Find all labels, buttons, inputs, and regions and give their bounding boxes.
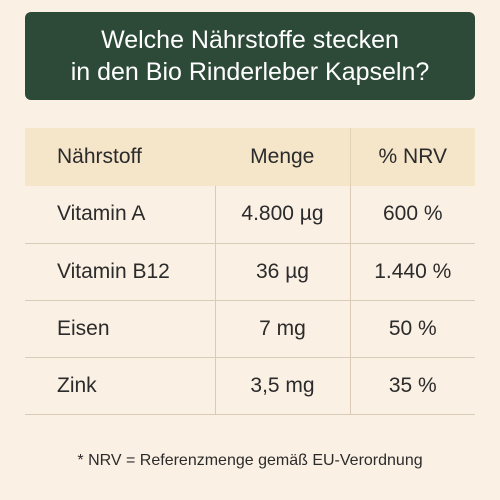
table-row: Zink 3,5 mg 35 % — [25, 357, 475, 415]
table-row: Vitamin A 4.800 µg 600 % — [25, 186, 475, 244]
title-banner: Welche Nährstoffe stecken in den Bio Rin… — [25, 12, 475, 100]
table-row: Eisen 7 mg 50 % — [25, 300, 475, 358]
nutrient-name: Zink — [25, 357, 215, 415]
header-nrv: % NRV — [349, 128, 475, 186]
table-row: Vitamin B12 36 µg 1.440 % — [25, 243, 475, 301]
nutrient-nrv: 50 % — [349, 300, 475, 358]
nutrient-nrv: 600 % — [349, 186, 475, 244]
footnote: * NRV = Referenzmenge gemäß EU-Verordnun… — [77, 452, 423, 469]
nutrient-name: Vitamin B12 — [25, 243, 215, 301]
nutrient-table: Nährstoff Menge % NRV Vitamin A 4.800 µg… — [25, 128, 475, 415]
title-line-1: Welche Nährstoffe stecken — [101, 26, 399, 54]
nutrient-amount: 3,5 mg — [214, 357, 350, 415]
header-amount: Menge — [250, 145, 315, 168]
nutrient-amount: 36 µg — [214, 243, 350, 301]
title-line-2: in den Bio Rinderleber Kapseln? — [70, 58, 430, 86]
nutrient-name: Vitamin A — [25, 186, 215, 244]
nutrient-nrv: 1.440 % — [349, 243, 475, 301]
table-header-row: Nährstoff Menge % NRV — [25, 128, 475, 186]
nutrient-amount: 7 mg — [214, 300, 350, 358]
nutrient-amount: 4.800 µg — [214, 186, 350, 244]
nutrient-nrv: 35 % — [349, 357, 475, 415]
nutrient-name: Eisen — [25, 300, 215, 358]
header-nutrient: Nährstoff — [57, 145, 142, 168]
